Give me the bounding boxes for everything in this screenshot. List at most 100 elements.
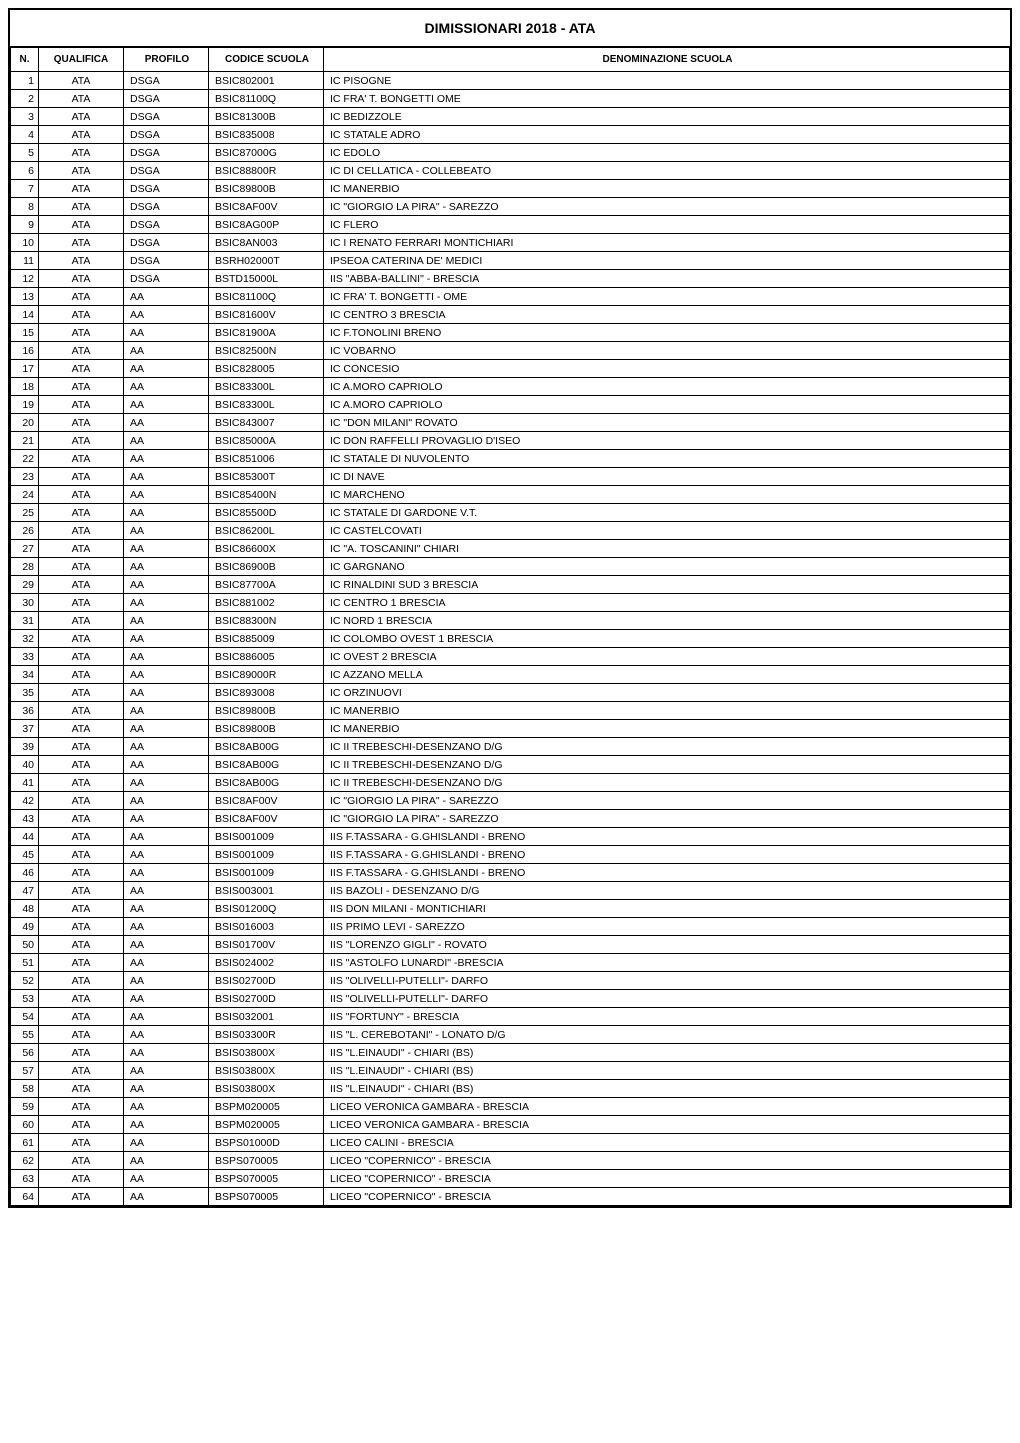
cell-codice: BSIC88300N	[209, 612, 324, 630]
table-row: 17ATAAABSIC828005IC CONCESIO	[11, 360, 1010, 378]
cell-codice: BSIC828005	[209, 360, 324, 378]
cell-qualifica: ATA	[39, 1026, 124, 1044]
cell-codice: BSIC81100Q	[209, 90, 324, 108]
cell-qualifica: ATA	[39, 324, 124, 342]
cell-codice: BSIC835008	[209, 126, 324, 144]
cell-n: 52	[11, 972, 39, 990]
table-row: 18ATAAABSIC83300LIC A.MORO CAPRIOLO	[11, 378, 1010, 396]
table-row: 64ATAAABSPS070005LICEO "COPERNICO" - BRE…	[11, 1188, 1010, 1206]
cell-profilo: AA	[124, 486, 209, 504]
cell-codice: BSIC82500N	[209, 342, 324, 360]
cell-n: 49	[11, 918, 39, 936]
table-row: 20ATAAABSIC843007IC "DON MILANI" ROVATO	[11, 414, 1010, 432]
cell-n: 11	[11, 252, 39, 270]
cell-profilo: AA	[124, 1026, 209, 1044]
cell-denominazione: IIS "OLIVELLI-PUTELLI"- DARFO	[324, 972, 1010, 990]
cell-profilo: AA	[124, 1170, 209, 1188]
cell-denominazione: IC CASTELCOVATI	[324, 522, 1010, 540]
table-row: 42ATAAABSIC8AF00VIC "GIORGIO LA PIRA" - …	[11, 792, 1010, 810]
cell-qualifica: ATA	[39, 864, 124, 882]
table-row: 2ATADSGABSIC81100QIC FRA' T. BONGETTI OM…	[11, 90, 1010, 108]
cell-qualifica: ATA	[39, 594, 124, 612]
cell-codice: BSIS02700D	[209, 990, 324, 1008]
cell-qualifica: ATA	[39, 342, 124, 360]
cell-n: 60	[11, 1116, 39, 1134]
cell-qualifica: ATA	[39, 1008, 124, 1026]
cell-denominazione: IIS "ABBA-BALLINI" - BRESCIA	[324, 270, 1010, 288]
table-row: 34ATAAABSIC89000RIC AZZANO MELLA	[11, 666, 1010, 684]
cell-n: 26	[11, 522, 39, 540]
cell-qualifica: ATA	[39, 720, 124, 738]
cell-n: 30	[11, 594, 39, 612]
cell-n: 61	[11, 1134, 39, 1152]
cell-denominazione: IC ORZINUOVI	[324, 684, 1010, 702]
table-row: 11ATADSGABSRH02000TIPSEOA CATERINA DE' M…	[11, 252, 1010, 270]
table-row: 60ATAAABSPM020005LICEO VERONICA GAMBARA …	[11, 1116, 1010, 1134]
cell-qualifica: ATA	[39, 1134, 124, 1152]
cell-profilo: AA	[124, 612, 209, 630]
cell-profilo: AA	[124, 882, 209, 900]
cell-codice: BSIC8AB00G	[209, 738, 324, 756]
cell-denominazione: IC CONCESIO	[324, 360, 1010, 378]
cell-n: 25	[11, 504, 39, 522]
cell-codice: BSIS03800X	[209, 1044, 324, 1062]
cell-qualifica: ATA	[39, 72, 124, 90]
cell-profilo: AA	[124, 540, 209, 558]
cell-codice: BSIC85400N	[209, 486, 324, 504]
cell-profilo: AA	[124, 990, 209, 1008]
cell-denominazione: IIS DON MILANI - MONTICHIARI	[324, 900, 1010, 918]
cell-denominazione: IIS "LORENZO GIGLI" - ROVATO	[324, 936, 1010, 954]
cell-qualifica: ATA	[39, 306, 124, 324]
cell-n: 15	[11, 324, 39, 342]
cell-profilo: AA	[124, 432, 209, 450]
cell-denominazione: IIS F.TASSARA - G.GHISLANDI - BRENO	[324, 846, 1010, 864]
cell-profilo: AA	[124, 738, 209, 756]
cell-profilo: AA	[124, 1080, 209, 1098]
cell-n: 23	[11, 468, 39, 486]
table-row: 10ATADSGABSIC8AN003IC I RENATO FERRARI M…	[11, 234, 1010, 252]
cell-codice: BSPS070005	[209, 1170, 324, 1188]
cell-profilo: DSGA	[124, 252, 209, 270]
cell-denominazione: LICEO "COPERNICO" - BRESCIA	[324, 1170, 1010, 1188]
cell-n: 40	[11, 756, 39, 774]
cell-n: 31	[11, 612, 39, 630]
cell-codice: BSIC86900B	[209, 558, 324, 576]
cell-denominazione: IC STATALE DI NUVOLENTO	[324, 450, 1010, 468]
table-row: 48ATAAABSIS01200QIIS DON MILANI - MONTIC…	[11, 900, 1010, 918]
cell-qualifica: ATA	[39, 738, 124, 756]
cell-denominazione: IC MANERBIO	[324, 180, 1010, 198]
cell-denominazione: IC II TREBESCHI-DESENZANO D/G	[324, 756, 1010, 774]
cell-codice: BSIC8AB00G	[209, 756, 324, 774]
table-row: 43ATAAABSIC8AF00VIC "GIORGIO LA PIRA" - …	[11, 810, 1010, 828]
cell-codice: BSIS032001	[209, 1008, 324, 1026]
cell-codice: BSIC87700A	[209, 576, 324, 594]
cell-profilo: AA	[124, 630, 209, 648]
table-row: 14ATAAABSIC81600VIC CENTRO 3 BRESCIA	[11, 306, 1010, 324]
cell-denominazione: IC F.TONOLINI BRENO	[324, 324, 1010, 342]
cell-denominazione: IC MARCHENO	[324, 486, 1010, 504]
cell-qualifica: ATA	[39, 1080, 124, 1098]
cell-denominazione: IC "GIORGIO LA PIRA" - SAREZZO	[324, 810, 1010, 828]
table-row: 8ATADSGABSIC8AF00VIC "GIORGIO LA PIRA" -…	[11, 198, 1010, 216]
cell-profilo: AA	[124, 954, 209, 972]
table-row: 54ATAAABSIS032001IIS "FORTUNY" - BRESCIA	[11, 1008, 1010, 1026]
cell-profilo: AA	[124, 1098, 209, 1116]
cell-profilo: DSGA	[124, 162, 209, 180]
cell-profilo: AA	[124, 792, 209, 810]
cell-denominazione: IIS "L.EINAUDI" - CHIARI (BS)	[324, 1044, 1010, 1062]
table-row: 30ATAAABSIC881002IC CENTRO 1 BRESCIA	[11, 594, 1010, 612]
cell-qualifica: ATA	[39, 1152, 124, 1170]
cell-codice: BSIC86200L	[209, 522, 324, 540]
cell-n: 17	[11, 360, 39, 378]
cell-qualifica: ATA	[39, 702, 124, 720]
cell-profilo: AA	[124, 684, 209, 702]
cell-denominazione: IC NORD 1 BRESCIA	[324, 612, 1010, 630]
cell-denominazione: IC MANERBIO	[324, 720, 1010, 738]
cell-codice: BSIC81900A	[209, 324, 324, 342]
cell-qualifica: ATA	[39, 792, 124, 810]
cell-denominazione: IIS "L. CEREBOTANI" - LONATO D/G	[324, 1026, 1010, 1044]
cell-codice: BSIC8AF00V	[209, 198, 324, 216]
cell-denominazione: IIS F.TASSARA - G.GHISLANDI - BRENO	[324, 864, 1010, 882]
cell-profilo: AA	[124, 558, 209, 576]
cell-profilo: AA	[124, 1044, 209, 1062]
